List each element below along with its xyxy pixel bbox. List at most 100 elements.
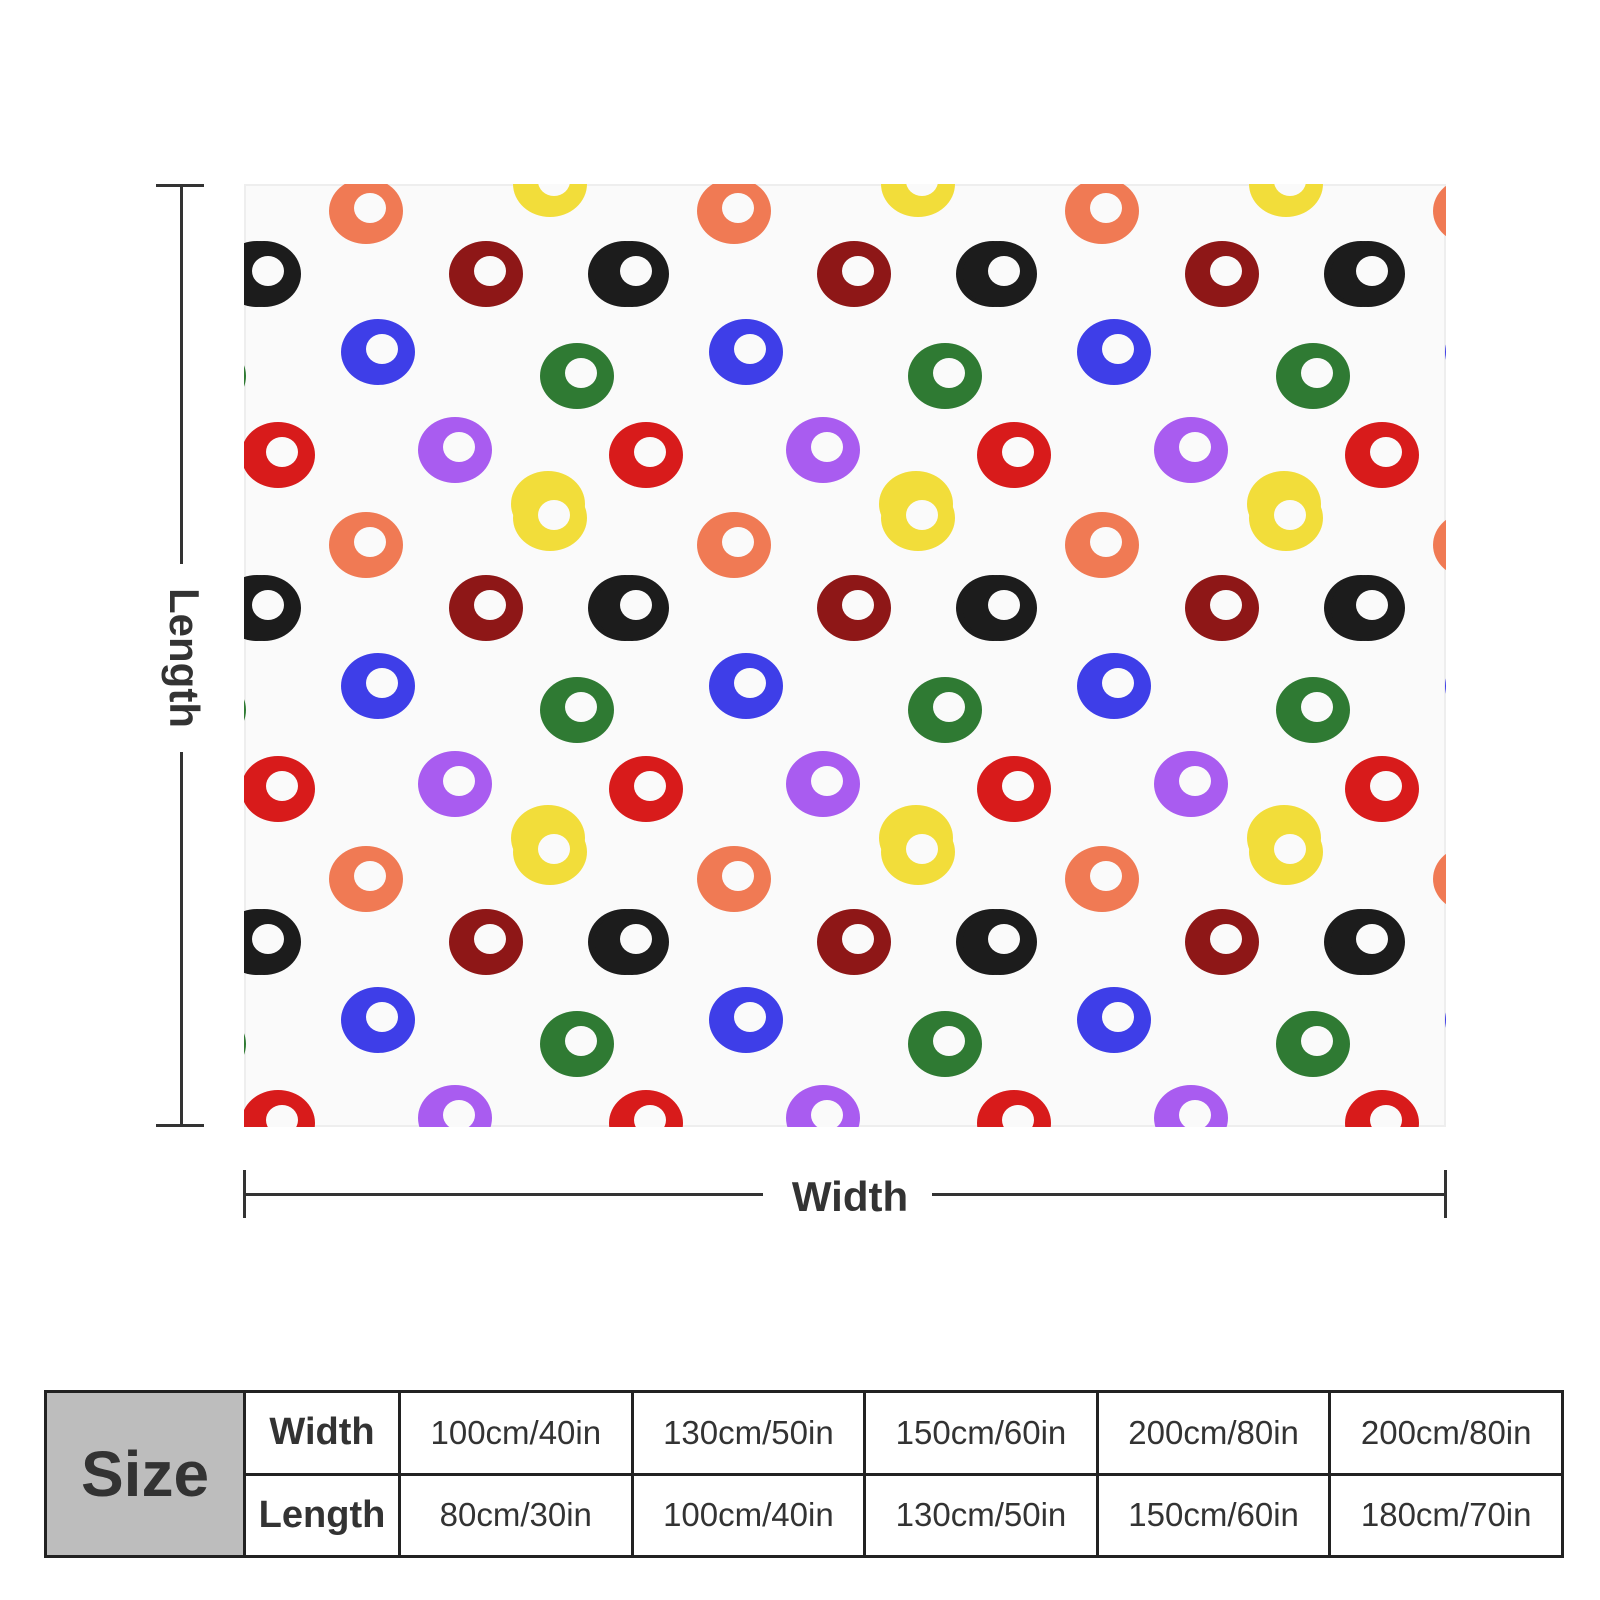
ring-green (540, 1011, 614, 1077)
ring-blue (1445, 1012, 1446, 1028)
ring-blue (341, 319, 415, 385)
ring-darkred (449, 241, 523, 307)
ring-green (540, 343, 614, 409)
ring-yellow (1249, 485, 1323, 551)
ring-black (963, 575, 1037, 641)
ring-orange (1433, 519, 1446, 571)
ring-red (977, 1090, 1051, 1127)
ring-blue (709, 987, 783, 1053)
ring-black (244, 575, 301, 641)
ring-black (963, 241, 1037, 307)
ring-green (244, 699, 246, 721)
ring-orange (1433, 185, 1446, 237)
ring-purple (786, 751, 860, 817)
width-value-cell: 200cm/80in (1095, 1390, 1332, 1476)
ring-purple (786, 1085, 860, 1127)
ring-black (244, 241, 301, 307)
ring-green (540, 677, 614, 743)
length-line-lower (180, 752, 183, 1125)
width-label: Width (773, 1173, 927, 1221)
ring-darkred (817, 241, 891, 307)
ring-red (609, 756, 683, 822)
ring-darkred (817, 575, 891, 641)
polka-dot-pattern (244, 184, 1446, 1127)
ring-yellow (513, 819, 587, 885)
blanket-pattern-image (244, 184, 1446, 1127)
ring-purple (418, 417, 492, 483)
length-value-cell: 100cm/40in (630, 1472, 867, 1558)
ring-orange (329, 184, 403, 244)
ring-red (1345, 756, 1419, 822)
length-label: Length (160, 574, 208, 742)
ring-orange (329, 512, 403, 578)
ring-green (908, 677, 982, 743)
ring-yellow (881, 819, 955, 885)
size-row-width: Size Width 100cm/40in 130cm/50in 150cm/6… (44, 1390, 1564, 1558)
ring-yellow (881, 485, 955, 551)
ring-red (977, 756, 1051, 822)
size-table: Size Width 100cm/40in 130cm/50in 150cm/6… (44, 1390, 1564, 1558)
ring-green (908, 343, 982, 409)
ring-purple (1154, 751, 1228, 817)
ring-black (1331, 575, 1405, 641)
ring-black (1331, 241, 1405, 307)
ring-red (1345, 422, 1419, 488)
ring-darkred (449, 575, 523, 641)
ring-red (609, 422, 683, 488)
ring-orange (1065, 846, 1139, 912)
width-value-cell: 130cm/50in (630, 1390, 867, 1476)
ring-blue (341, 987, 415, 1053)
size-header-cell: Size (44, 1390, 246, 1558)
ring-green (908, 1011, 982, 1077)
length-line-upper (180, 184, 183, 564)
ring-darkred (449, 909, 523, 975)
ring-purple (418, 1085, 492, 1127)
ring-black (595, 575, 669, 641)
ring-black (244, 909, 301, 975)
ring-purple (418, 751, 492, 817)
ring-yellow (881, 184, 955, 217)
ring-green (1276, 677, 1350, 743)
ring-orange (1065, 184, 1139, 244)
ring-red (1345, 1090, 1419, 1127)
width-value-cell: 200cm/80in (1328, 1390, 1564, 1476)
ring-red (244, 422, 315, 488)
length-bottom-tick (156, 1124, 204, 1127)
ring-yellow (513, 485, 587, 551)
ring-blue (709, 319, 783, 385)
ring-darkred (817, 909, 891, 975)
width-row-label: Width (243, 1390, 401, 1476)
ring-yellow (1249, 819, 1323, 885)
length-value-cell: 130cm/50in (863, 1472, 1099, 1558)
size-row-length: Length 80cm/30in 100cm/40in 130cm/50in 1… (46, 1472, 1564, 1558)
length-value-cell: 150cm/60in (1095, 1472, 1332, 1558)
ring-darkred (1185, 241, 1259, 307)
ring-blue (709, 653, 783, 719)
width-line-left (243, 1193, 763, 1196)
length-value-cell: 180cm/70in (1328, 1472, 1564, 1558)
ring-yellow (513, 184, 587, 217)
ring-orange (329, 846, 403, 912)
ring-blue (1077, 653, 1151, 719)
ring-black (1331, 909, 1405, 975)
ring-darkred (1185, 909, 1259, 975)
ring-purple (1154, 417, 1228, 483)
ring-blue (341, 653, 415, 719)
ring-purple (1154, 1085, 1228, 1127)
ring-orange (1433, 853, 1446, 905)
width-right-tick (1444, 1170, 1447, 1218)
ring-green (244, 1033, 246, 1055)
width-value-cell: 150cm/60in (863, 1390, 1099, 1476)
ring-orange (697, 846, 771, 912)
ring-black (963, 909, 1037, 975)
ring-blue (1077, 319, 1151, 385)
ring-black (595, 241, 669, 307)
width-line-right (932, 1193, 1447, 1196)
ring-orange (697, 184, 771, 244)
ring-purple (786, 417, 860, 483)
ring-yellow (1249, 184, 1323, 217)
ring-green (244, 365, 246, 387)
ring-black (595, 909, 669, 975)
ring-red (609, 1090, 683, 1127)
ring-blue (1077, 987, 1151, 1053)
